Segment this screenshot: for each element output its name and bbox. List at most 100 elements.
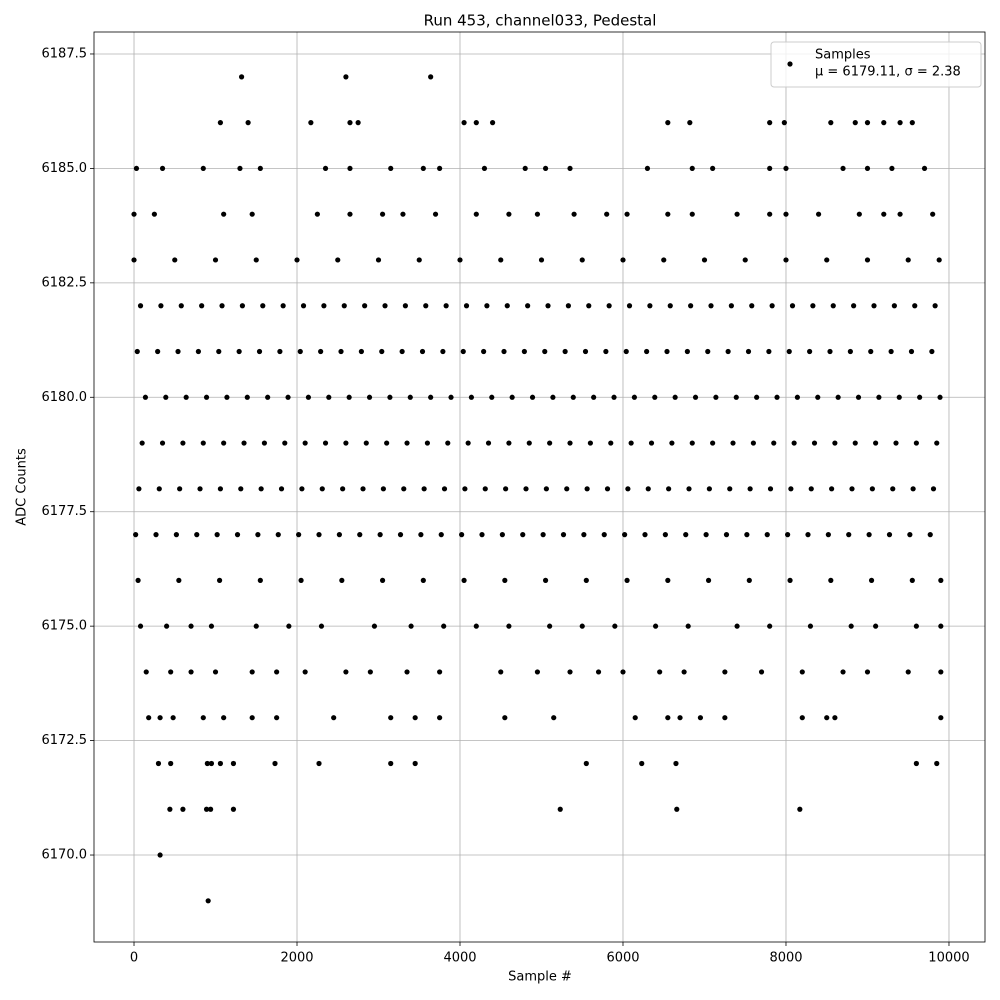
point bbox=[889, 165, 895, 172]
point bbox=[534, 669, 541, 675]
point bbox=[481, 348, 487, 355]
point bbox=[234, 532, 241, 538]
point bbox=[221, 715, 227, 721]
point bbox=[689, 440, 695, 446]
point bbox=[257, 165, 263, 172]
y-tick-label: 6175.0 bbox=[42, 619, 88, 634]
point bbox=[587, 440, 593, 446]
point bbox=[322, 440, 329, 446]
point bbox=[661, 257, 667, 263]
point bbox=[785, 532, 791, 538]
point bbox=[286, 623, 292, 629]
point bbox=[159, 165, 166, 172]
x-tick-label: 0 bbox=[130, 951, 138, 966]
point bbox=[604, 486, 611, 492]
point bbox=[416, 257, 422, 263]
point bbox=[265, 394, 271, 400]
point bbox=[437, 669, 443, 675]
point bbox=[362, 303, 368, 309]
point bbox=[547, 440, 553, 446]
point bbox=[571, 211, 577, 217]
point bbox=[224, 394, 230, 400]
point bbox=[302, 669, 308, 675]
point bbox=[253, 623, 259, 629]
series bbox=[131, 74, 944, 904]
point bbox=[771, 440, 777, 446]
point bbox=[461, 120, 467, 126]
point bbox=[938, 623, 944, 629]
point bbox=[917, 394, 923, 400]
point bbox=[747, 486, 753, 492]
point bbox=[257, 577, 263, 583]
y-tick-label: 6182.5 bbox=[42, 275, 88, 290]
point bbox=[357, 532, 363, 538]
point bbox=[244, 394, 250, 400]
point bbox=[677, 715, 683, 721]
point bbox=[498, 669, 504, 675]
point bbox=[221, 211, 227, 217]
point bbox=[238, 74, 245, 80]
point bbox=[897, 120, 903, 126]
point bbox=[260, 303, 266, 309]
point bbox=[424, 440, 431, 446]
point bbox=[789, 303, 796, 309]
point bbox=[612, 623, 618, 629]
point bbox=[428, 74, 434, 80]
point bbox=[662, 532, 668, 538]
point bbox=[194, 532, 200, 538]
point bbox=[608, 440, 614, 446]
point bbox=[400, 211, 406, 217]
point bbox=[208, 806, 214, 812]
point bbox=[316, 760, 322, 767]
point bbox=[441, 486, 448, 492]
point bbox=[397, 532, 404, 538]
point bbox=[788, 486, 794, 492]
point bbox=[669, 440, 675, 446]
point bbox=[604, 211, 610, 217]
point bbox=[713, 394, 719, 400]
point bbox=[355, 120, 361, 126]
point bbox=[672, 394, 678, 400]
point bbox=[805, 532, 811, 538]
point bbox=[652, 394, 658, 400]
point bbox=[807, 348, 813, 355]
point bbox=[893, 440, 899, 446]
point bbox=[421, 486, 427, 492]
point bbox=[388, 760, 394, 767]
point bbox=[212, 669, 219, 675]
point bbox=[584, 486, 590, 492]
y-tick-label: 6185.0 bbox=[42, 161, 88, 176]
point bbox=[180, 440, 186, 446]
point bbox=[781, 120, 787, 126]
point bbox=[647, 303, 653, 309]
point bbox=[347, 165, 353, 172]
point bbox=[864, 120, 871, 126]
point bbox=[525, 303, 531, 309]
point bbox=[824, 257, 830, 263]
point bbox=[462, 486, 468, 492]
point bbox=[199, 303, 205, 309]
point bbox=[278, 486, 285, 492]
point bbox=[542, 165, 549, 172]
point bbox=[913, 623, 919, 629]
point bbox=[136, 486, 142, 492]
point bbox=[603, 348, 609, 355]
point bbox=[749, 303, 755, 309]
legend-label: Samples bbox=[815, 48, 871, 63]
point bbox=[302, 440, 308, 446]
point bbox=[506, 211, 512, 217]
x-tick-label: 8000 bbox=[769, 951, 802, 966]
point bbox=[828, 120, 834, 126]
point bbox=[335, 257, 341, 263]
point bbox=[807, 623, 814, 629]
point bbox=[855, 394, 862, 400]
point bbox=[730, 440, 736, 446]
point bbox=[205, 898, 211, 904]
point bbox=[285, 394, 291, 400]
point bbox=[783, 165, 789, 172]
point bbox=[871, 303, 877, 309]
point bbox=[183, 394, 189, 400]
point bbox=[347, 211, 353, 217]
point bbox=[133, 165, 140, 172]
point bbox=[734, 623, 740, 629]
